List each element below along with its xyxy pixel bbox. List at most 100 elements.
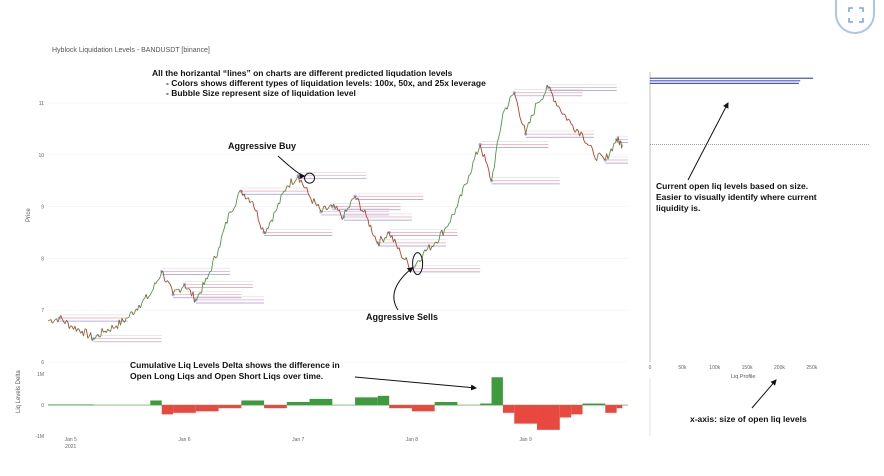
price-segment — [275, 208, 278, 213]
price-segment — [502, 110, 505, 114]
delta-bar — [241, 400, 265, 406]
price-segment — [265, 228, 268, 234]
profile-note-line-1: Current open liq levels based on size. — [656, 181, 809, 191]
price-segment — [218, 246, 221, 249]
price-segment — [279, 194, 282, 204]
sell-circle — [412, 252, 424, 276]
delta-bar — [411, 405, 435, 412]
price-segment — [509, 95, 512, 98]
price-segment — [121, 318, 124, 322]
price-segment — [324, 206, 328, 211]
price-segment — [449, 214, 453, 223]
profile-tick-label: 0 — [649, 365, 652, 371]
delta-bar — [377, 395, 390, 406]
price-segment — [357, 197, 360, 203]
expand-button[interactable] — [835, 0, 875, 34]
price-segment — [91, 338, 94, 341]
price-segment — [513, 92, 517, 98]
price-segment — [290, 178, 293, 185]
profile-arrow — [687, 102, 729, 181]
price-segment — [398, 247, 401, 254]
price-segment — [50, 319, 53, 324]
price-segment — [111, 324, 114, 329]
price-segment — [597, 152, 600, 155]
price-segment — [376, 241, 379, 244]
price-segment — [253, 207, 256, 212]
liquidation-level-lines — [57, 84, 628, 343]
time-tick-label: Jan 9 — [520, 437, 532, 443]
price-segment — [455, 206, 458, 209]
price-segment — [437, 240, 440, 244]
price-segment — [596, 153, 599, 161]
price-segment — [252, 201, 255, 208]
price-segment — [526, 122, 529, 129]
aggressive-sells-label: Aggressive Sells — [366, 312, 439, 322]
price-segment — [602, 156, 605, 159]
price-segment — [282, 190, 285, 194]
price-segment — [87, 336, 90, 339]
price-segment — [580, 131, 583, 135]
price-segment — [85, 329, 89, 339]
price-segment — [498, 131, 501, 138]
price-segment — [414, 263, 417, 268]
price-segment — [240, 190, 244, 196]
price-segment — [422, 249, 426, 254]
price-segment — [148, 294, 151, 297]
price-segment — [51, 321, 55, 324]
price-segment — [456, 199, 460, 207]
price-segment — [338, 209, 342, 216]
price-segment — [529, 115, 532, 124]
price-segment — [432, 242, 436, 247]
price-segment — [157, 279, 160, 282]
price-segment — [139, 303, 143, 309]
price-segment — [151, 289, 154, 293]
price-segment — [370, 224, 373, 234]
price-segment — [518, 109, 521, 118]
price-segment — [593, 154, 596, 159]
price-segment — [276, 203, 279, 210]
buy-circle — [304, 172, 316, 184]
price-segment — [434, 241, 437, 244]
price-segment — [248, 197, 251, 204]
time-tick-label: Jan 8 — [406, 437, 418, 443]
price-segment — [68, 325, 72, 329]
price-segment — [289, 178, 292, 188]
delta-bar — [537, 405, 560, 430]
price-segment — [147, 296, 150, 300]
price-segment — [257, 220, 261, 225]
price-segment — [546, 84, 549, 88]
price-segment — [532, 114, 535, 116]
price-segment — [543, 92, 546, 96]
delta-bar — [355, 397, 378, 406]
price-segment — [256, 210, 259, 221]
price-segment — [486, 164, 490, 170]
delta-tick-label: 1M — [37, 372, 44, 378]
price-segment — [167, 280, 170, 283]
price-segment — [415, 260, 419, 265]
price-segment — [152, 282, 156, 290]
price-segment — [576, 128, 579, 131]
price-segment — [519, 117, 522, 123]
price-segment — [340, 214, 343, 220]
price-segment — [171, 287, 174, 295]
price-segment — [181, 286, 184, 289]
price-segment — [566, 118, 569, 121]
price-segment — [284, 185, 288, 192]
price-segment — [600, 154, 603, 157]
price-segment — [83, 328, 86, 337]
price-segment — [496, 137, 500, 143]
price-segment — [479, 144, 483, 151]
price-segment — [448, 221, 451, 224]
price-segment — [515, 97, 518, 103]
price-segment — [231, 210, 234, 213]
price-segment — [319, 208, 322, 212]
price-segment — [560, 111, 564, 115]
price-segment — [188, 288, 191, 291]
price-segment — [215, 256, 218, 259]
xaxis-note: x-axis: size of open liq levels — [690, 414, 807, 424]
price-segment — [458, 194, 461, 200]
price-segment — [346, 207, 349, 212]
delta-bar — [309, 398, 333, 406]
